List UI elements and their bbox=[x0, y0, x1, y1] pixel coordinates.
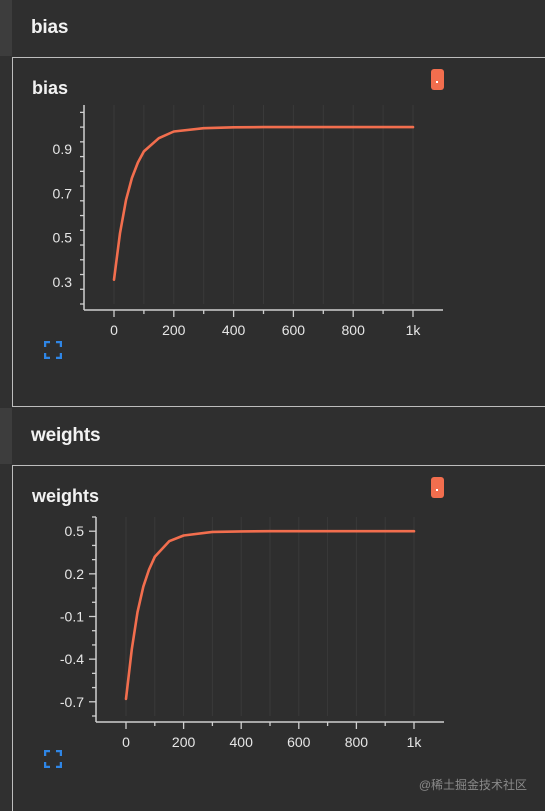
y-tick-label: -0.1 bbox=[60, 609, 84, 625]
y-tick-label: 0.9 bbox=[53, 141, 73, 157]
weights-chart: 0 200 400 600 800 1k 0.5 0.2 -0.1 -0.4 -0.7 bbox=[60, 516, 444, 750]
x-tick-label: 200 bbox=[162, 322, 186, 338]
series-line bbox=[112, 125, 415, 281]
section-header-bias[interactable]: bias bbox=[0, 0, 545, 56]
x-tick-label: 400 bbox=[230, 734, 254, 750]
x-tick-label: 600 bbox=[282, 322, 306, 338]
series-line bbox=[124, 529, 416, 701]
section-header-weights[interactable]: weights bbox=[0, 408, 545, 464]
bias-chart: 0 200 400 600 800 1k 0.3 0.5 0.7 0.9 bbox=[53, 105, 443, 338]
watermark: @稀土掘金技术社区 bbox=[418, 778, 527, 792]
x-tick-label: 800 bbox=[345, 734, 369, 750]
x-tick-label: 800 bbox=[342, 322, 366, 338]
x-tick-label: 200 bbox=[172, 734, 196, 750]
y-tick-label: 0.2 bbox=[65, 566, 85, 582]
card-menu-icon[interactable] bbox=[431, 69, 444, 90]
x-tick-label: 400 bbox=[222, 322, 246, 338]
x-tick-label: 0 bbox=[110, 322, 118, 338]
y-tick-label: 0.5 bbox=[53, 230, 73, 246]
section-title: weights bbox=[31, 425, 101, 446]
y-tick-label: 0.7 bbox=[53, 185, 73, 201]
card-menu-icon[interactable] bbox=[431, 477, 444, 498]
card-title: bias bbox=[32, 78, 69, 98]
x-tick-label: 600 bbox=[287, 734, 311, 750]
expand-icon[interactable] bbox=[44, 750, 62, 768]
y-tick-label: 0.5 bbox=[65, 523, 85, 539]
expand-icon[interactable] bbox=[44, 341, 62, 359]
y-tick-label: -0.7 bbox=[60, 694, 84, 710]
chart-card-weights: weights 0 200 400 600 800 1k 0.5 0.2 -0.1 -0.4 -0.… bbox=[12, 465, 545, 811]
x-tick-label: 1k bbox=[407, 734, 423, 750]
card-title: weights bbox=[32, 486, 100, 506]
y-tick-label: 0.3 bbox=[53, 274, 73, 290]
section-title: bias bbox=[31, 17, 69, 38]
y-tick-label: -0.4 bbox=[60, 651, 84, 667]
x-tick-label: 1k bbox=[406, 322, 422, 338]
x-tick-label: 0 bbox=[122, 734, 130, 750]
chart-card-bias: bias 0 200 400 600 800 1k 0.3 0.5 0.7 0.9 bbox=[12, 57, 545, 407]
